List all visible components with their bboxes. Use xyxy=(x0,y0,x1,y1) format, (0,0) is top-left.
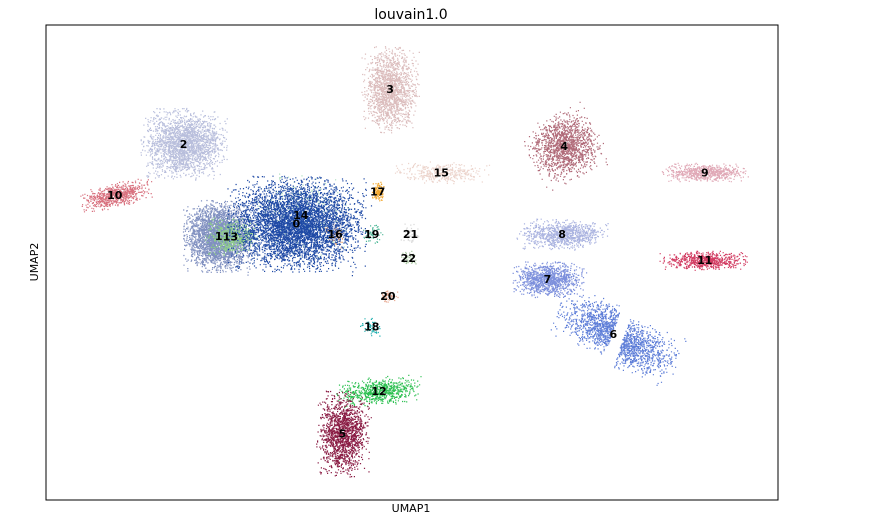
cluster-11-marks xyxy=(659,250,748,271)
cluster-10-marks xyxy=(80,178,153,213)
x-axis-label: UMAP1 xyxy=(392,502,431,515)
cluster-points xyxy=(80,46,749,478)
cluster-label-21: 21 xyxy=(403,228,418,241)
cluster-4-marks xyxy=(524,101,608,191)
cluster-label-3: 3 xyxy=(386,83,394,96)
cluster-15-points xyxy=(394,161,491,185)
cluster-0-marks xyxy=(226,175,373,277)
cluster-5-marks xyxy=(316,390,372,478)
cluster-label-16: 16 xyxy=(327,228,343,241)
cluster-22-points xyxy=(401,250,417,265)
cluster-label-22: 22 xyxy=(401,252,416,265)
cluster-17-points xyxy=(371,181,385,202)
cluster-0-points xyxy=(226,175,373,277)
cluster-6-points xyxy=(550,291,687,386)
cluster-18-marks xyxy=(360,317,381,337)
chart-title: louvain1.0 xyxy=(374,7,447,23)
cluster-19-marks xyxy=(363,224,384,244)
cluster-label-1: 1 xyxy=(215,230,223,243)
cluster-10-points xyxy=(80,178,153,213)
cluster-3-marks xyxy=(361,46,420,134)
y-axis-label: UMAP2 xyxy=(28,243,41,282)
cluster-20-points xyxy=(381,290,399,303)
cluster-19-points xyxy=(363,224,384,244)
cluster-label-9: 9 xyxy=(701,166,709,179)
cluster-label-6: 6 xyxy=(609,328,617,341)
cluster-22-marks xyxy=(401,250,417,265)
cluster-label-8: 8 xyxy=(558,228,566,241)
cluster-8-marks xyxy=(516,218,609,251)
cluster-2-marks xyxy=(140,107,228,181)
cluster-7-points xyxy=(512,261,588,299)
cluster-21-points xyxy=(400,223,420,243)
cluster-12-points xyxy=(336,374,422,409)
cluster-21-marks xyxy=(400,223,420,243)
cluster-label-10: 10 xyxy=(107,189,123,202)
cluster-label-0: 0 xyxy=(293,218,301,231)
cluster-label-19: 19 xyxy=(364,228,379,241)
cluster-label-13: 13 xyxy=(223,230,238,243)
cluster-12-marks xyxy=(336,374,422,409)
cluster-label-2: 2 xyxy=(180,138,188,151)
cluster-9-points xyxy=(661,162,749,183)
cluster-label-11: 11 xyxy=(697,254,712,267)
cluster-label-4: 4 xyxy=(560,140,568,153)
cluster-15-marks xyxy=(394,161,491,185)
cluster-label-20: 20 xyxy=(380,290,396,303)
cluster-5-points xyxy=(316,390,372,478)
cluster-label-5: 5 xyxy=(339,428,347,441)
cluster-label-12: 12 xyxy=(371,385,386,398)
cluster-label-18: 18 xyxy=(364,321,379,334)
cluster-7-marks xyxy=(512,261,588,299)
cluster-20-marks xyxy=(381,290,399,303)
cluster-6-marks xyxy=(550,291,687,386)
cluster-label-7: 7 xyxy=(544,273,552,286)
axes-frame xyxy=(45,24,779,501)
cluster-label-14: 14 xyxy=(293,209,309,222)
cluster-11-points xyxy=(659,250,748,271)
cluster-4-points xyxy=(524,101,608,191)
cluster-3-points xyxy=(361,46,420,134)
cluster-17-marks xyxy=(371,181,385,202)
cluster-2-points xyxy=(140,107,228,181)
cluster-18-points xyxy=(360,317,381,337)
cluster-8-points xyxy=(516,218,609,251)
cluster-label-17: 17 xyxy=(370,185,385,198)
cluster-9-marks xyxy=(661,162,749,183)
cluster-label-15: 15 xyxy=(434,166,449,179)
